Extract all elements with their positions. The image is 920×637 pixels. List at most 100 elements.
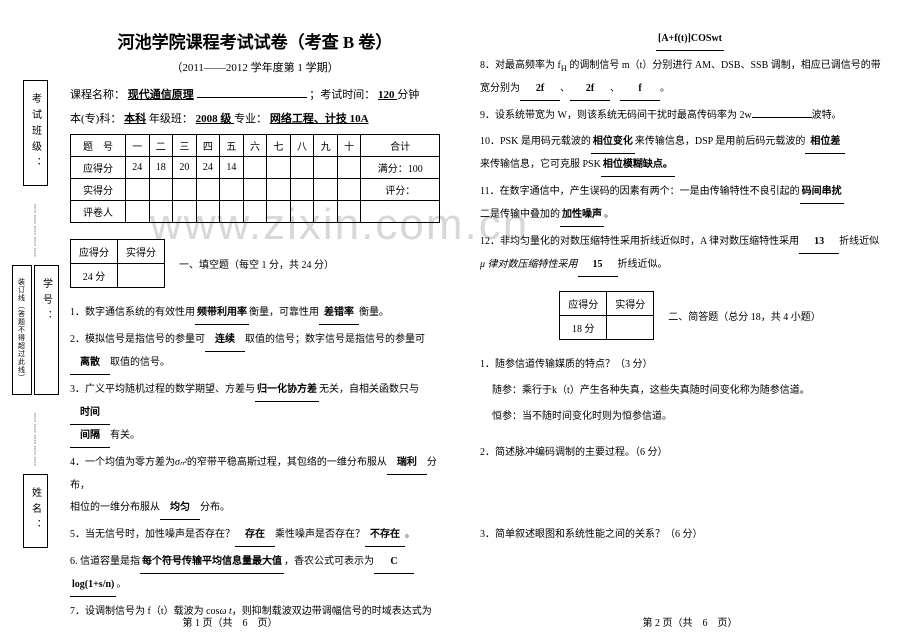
answer-blank: 归一化协方差 — [255, 379, 319, 402]
text: 波特。 — [812, 110, 842, 121]
cell: 四 — [196, 135, 220, 157]
text: 3．广义平均随机过程的数学期望、方差与 — [70, 384, 255, 395]
cell — [220, 201, 244, 223]
answer-blank: C — [374, 551, 414, 574]
cell: 五 — [220, 135, 244, 157]
text: ，香农公式可表示为 — [284, 556, 374, 567]
exam-title: 河池学院课程考试试卷（考查 B 卷） — [70, 28, 440, 53]
cell — [337, 157, 361, 179]
cell — [149, 201, 173, 223]
label: 专业： — [234, 113, 267, 125]
text: 来传输信息，DSP 是用前后码元载波的 — [635, 136, 805, 147]
cell — [314, 179, 338, 201]
answer-blank: 2f — [520, 78, 560, 101]
question-1: 1．数字通信系统的有效性用频带利用率衡量，可靠性用差错率衡量。 — [70, 302, 440, 325]
answer-blank: 13 — [799, 231, 839, 254]
answer-blank: [A+f(t)]COSwt — [656, 28, 724, 51]
table-row: 评卷人 — [71, 201, 440, 223]
text: 的窄带平稳高斯过程，其包络的一维分布服从 — [187, 457, 387, 468]
cell — [337, 201, 361, 223]
answer-blank: 存在 — [235, 524, 275, 547]
math: σₙ² — [175, 457, 187, 468]
section-2-title: 二、简答题（总分 18，共 4 小题） — [668, 308, 821, 323]
cell: 24 — [196, 157, 220, 179]
text: 取值的信号。 — [110, 357, 170, 368]
score-table: 题 号 一 二 三 四 五 六 七 八 九 十 合计 应得分 24 18 20 … — [70, 134, 440, 223]
section-header-row: 应得分实得分 18 分 二、简答题（总分 18，共 4 小题） — [480, 285, 900, 346]
section-1-title: 一、填空题（每空 1 分，共 24 分） — [179, 256, 334, 271]
answer-blank: 码间串扰 — [800, 181, 844, 204]
page-1: 考试班级： ┊┊┊┊┊ 装订线（答题不得超过此线） 学号： ┊┊┊┊┊ 姓名： … — [0, 0, 460, 637]
course-info-line: 课程名称： 现代通信原理 ；考试时间： 120 分钟 — [70, 87, 440, 105]
text: 5．当无信号时，加性噪声是否存在？ — [70, 529, 235, 540]
text: 7．设调制信号为 f（t）载波为 cos — [70, 606, 219, 617]
cell: 应得分 — [560, 292, 607, 316]
text: 、 — [560, 83, 570, 94]
cell: 18 — [149, 157, 173, 179]
answer-blank: 15 — [578, 254, 618, 277]
answer-blank: 瑞利 — [387, 452, 427, 475]
answer-blank: 相位模糊缺点。 — [601, 154, 675, 177]
cell: 三 — [173, 135, 197, 157]
short-q3: 3．简单叙述眼图和系统性能之间的关系？（6 分） — [480, 524, 900, 546]
cell — [173, 179, 197, 201]
section-score-mini: 应得分实得分 18 分 — [559, 291, 654, 340]
question-4: 4．一个均值为零方差为σₙ²的窄带平稳高斯过程，其包络的一维分布服从瑞利分布，相… — [70, 452, 440, 520]
text: 4．一个均值为零方差为 — [70, 457, 175, 468]
text: 。 — [604, 209, 614, 220]
text: 二是传输中叠加的 — [480, 209, 560, 220]
section-score-mini: 应得分实得分 24 分 — [70, 239, 165, 288]
major: 网络工程、计技 10A — [270, 113, 369, 125]
answer-blank: 不存在 — [365, 524, 405, 547]
cell — [118, 264, 165, 288]
cell: 合计 — [361, 135, 440, 157]
exam-minutes: 120 — [378, 89, 397, 101]
cell: 24 分 — [71, 264, 118, 288]
cell — [314, 201, 338, 223]
side-dots: ┊┊┊┊┊ — [31, 413, 40, 468]
text: 。 — [405, 529, 415, 540]
cell: 24 — [125, 157, 149, 179]
table-row: 应得分 24 18 20 24 14 满分：100 — [71, 157, 440, 179]
cell: 应得分 — [71, 240, 118, 264]
cell — [243, 179, 267, 201]
question-12: 12．非均匀量化的对数压缩特性采用折线近似时，A 律对数压缩特性采用13折线近似… — [480, 231, 900, 277]
text: 。 — [116, 579, 126, 590]
text: 乘性噪声是否存在？ — [275, 529, 365, 540]
cell — [243, 157, 267, 179]
text: 衡量。 — [359, 307, 389, 318]
text: 折线近似 — [839, 236, 879, 247]
label: ；考试时间： — [309, 89, 375, 101]
page-number: 第 2 页（共 6 页） — [460, 614, 920, 629]
answer-blank: 间隔 — [70, 425, 110, 448]
text: 宽分别为 — [480, 83, 520, 94]
cell: 八 — [290, 135, 314, 157]
cell: 七 — [267, 135, 291, 157]
question-6: 6. 信道容量是指每个符号传输平均信息量最大值，香农公式可表示为Clog(1+s… — [70, 551, 440, 597]
cell — [337, 179, 361, 201]
answer-blank: 相位变化 — [591, 131, 635, 154]
answer-blank: 2f — [570, 78, 610, 101]
cell — [361, 201, 440, 223]
text: 分布。 — [200, 502, 230, 513]
text: 9．设系统带宽为 W，则该系统无码间干扰时最高传码率为 2w — [480, 110, 752, 121]
cell: 实得分 — [607, 292, 654, 316]
question-10: 10．PSK 是用码元载波的相位变化来传输信息，DSP 是用前后码元载波的相位差… — [480, 131, 900, 177]
cell — [267, 179, 291, 201]
cell — [149, 179, 173, 201]
section-header-row: 应得分实得分 24 分 一、填空题（每空 1 分，共 24 分） — [70, 233, 440, 294]
question-7: 7．设调制信号为 f（t）载波为 cosω t，则抑制载波双边带调幅信号的时域表… — [70, 601, 440, 623]
answer-blank: 离散 — [70, 352, 110, 375]
cell: 一 — [125, 135, 149, 157]
label: 课程名称： — [70, 89, 125, 101]
short-q1-answer-b: 恒参：当不随时间变化时则为恒参信道。 — [480, 406, 900, 428]
cell: 满分：100 — [361, 157, 440, 179]
cell: 实得分 — [71, 179, 126, 201]
side-label-class: 考试班级： — [23, 80, 48, 186]
question-3: 3．广义平均随机过程的数学期望、方差与归一化协方差无关，自相关函数只与时间间隔有… — [70, 379, 440, 448]
answer-blank: f — [620, 78, 660, 101]
side-label-name: 姓名： — [23, 474, 48, 548]
cell — [173, 201, 197, 223]
cell: 应得分 — [71, 157, 126, 179]
question-5: 5．当无信号时，加性噪声是否存在？存在乘性噪声是否存在？不存在。 — [70, 524, 440, 547]
